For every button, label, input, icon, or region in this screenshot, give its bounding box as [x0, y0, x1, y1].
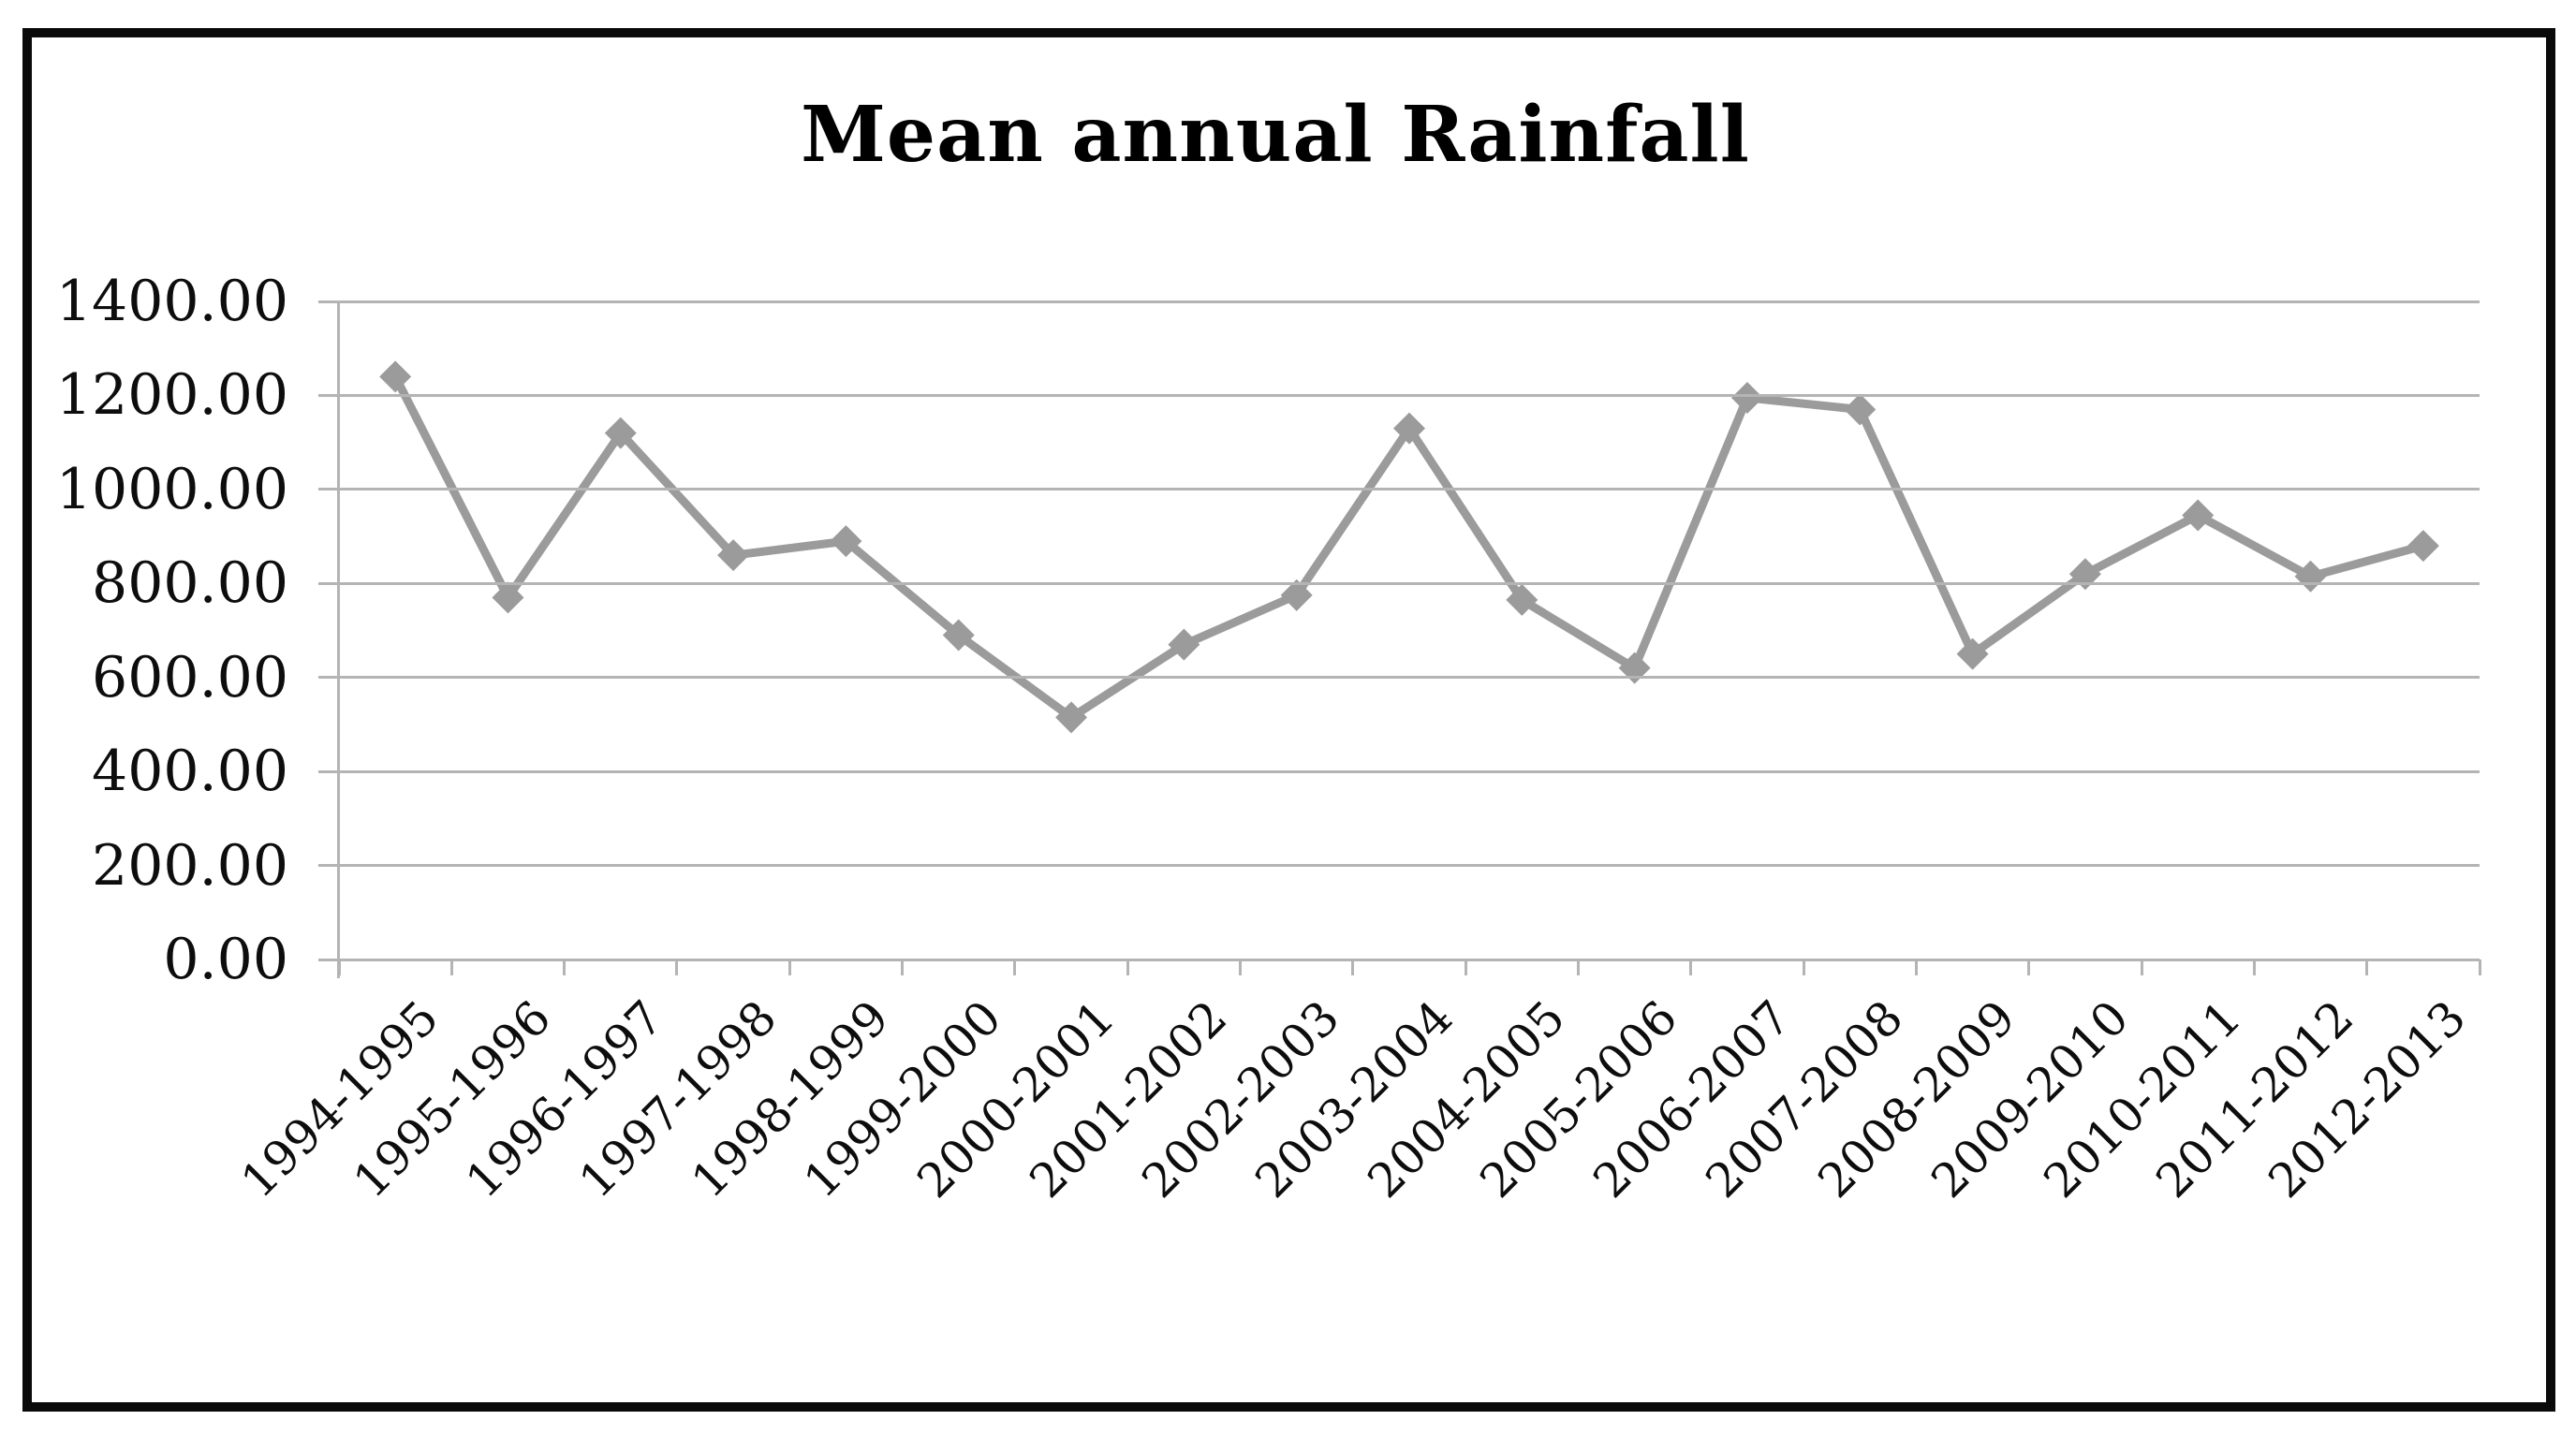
x-axis-tick: [2027, 959, 2031, 975]
x-axis-tick: [788, 959, 791, 975]
x-axis-tick: [1689, 959, 1693, 975]
data-point-marker: [379, 360, 412, 393]
data-point-marker: [492, 581, 524, 614]
x-axis-tick: [901, 959, 905, 975]
y-axis-line: [337, 301, 340, 978]
data-point-marker: [1280, 578, 1313, 611]
gridline: [318, 769, 2480, 773]
x-axis-tick: [1239, 959, 1243, 975]
x-axis-tick: [675, 959, 679, 975]
plot-area: [318, 300, 2481, 978]
data-point-marker: [942, 619, 975, 652]
gridline: [318, 393, 2480, 397]
data-point-marker: [1393, 412, 1425, 445]
x-axis-tick: [563, 959, 567, 975]
chart-title: Mean annual Rainfall: [801, 90, 1750, 180]
figure-border: [22, 28, 2555, 1412]
gridline: [318, 581, 2480, 585]
data-point-marker: [1506, 583, 1538, 616]
data-point-marker: [2294, 560, 2327, 593]
x-axis-tick: [1351, 959, 1355, 975]
rainfall-series: [379, 360, 2439, 734]
y-axis-tick-label: 200.00: [92, 832, 288, 899]
y-axis-tick-label: 1400.00: [55, 269, 288, 334]
data-point-marker: [1844, 393, 1877, 426]
y-axis-tick-label: 1200.00: [55, 362, 288, 429]
gridline: [318, 488, 2480, 491]
x-axis-tick: [1576, 959, 1580, 975]
data-point-marker: [1618, 652, 1651, 684]
data-point-marker: [2407, 530, 2439, 563]
gridline: [318, 676, 2480, 680]
x-axis-tick: [1464, 959, 1467, 975]
data-point-marker: [1168, 628, 1200, 661]
gridline: [318, 958, 2480, 961]
y-axis-tick-label: 400.00: [92, 739, 288, 805]
x-axis-tick: [1802, 959, 1805, 975]
data-point-marker: [604, 417, 637, 449]
data-point-marker: [2068, 558, 2101, 591]
gridline: [318, 864, 2480, 868]
data-point-marker: [830, 525, 862, 558]
x-axis-tick: [2140, 959, 2143, 975]
data-point-marker: [1055, 701, 1088, 734]
x-axis-tick: [2365, 959, 2369, 975]
x-axis-tick: [1126, 959, 1129, 975]
y-axis-tick-label: 0.00: [163, 927, 288, 992]
data-point-marker: [1730, 381, 1763, 414]
data-point-marker: [2182, 499, 2215, 532]
x-axis-tick: [337, 959, 341, 975]
data-point-marker: [717, 539, 750, 572]
x-axis-tick: [1914, 959, 1918, 975]
x-axis-tick: [449, 959, 453, 975]
x-axis-tick: [2478, 959, 2481, 975]
y-axis-tick-label: 800.00: [92, 550, 288, 617]
x-axis-tick: [1013, 959, 1017, 975]
data-point-marker: [1956, 637, 1989, 670]
gridline: [318, 300, 2480, 303]
y-axis-tick-label: 1000.00: [55, 456, 288, 522]
x-axis-tick: [2252, 959, 2256, 975]
y-axis-tick-label: 600.00: [92, 644, 288, 710]
